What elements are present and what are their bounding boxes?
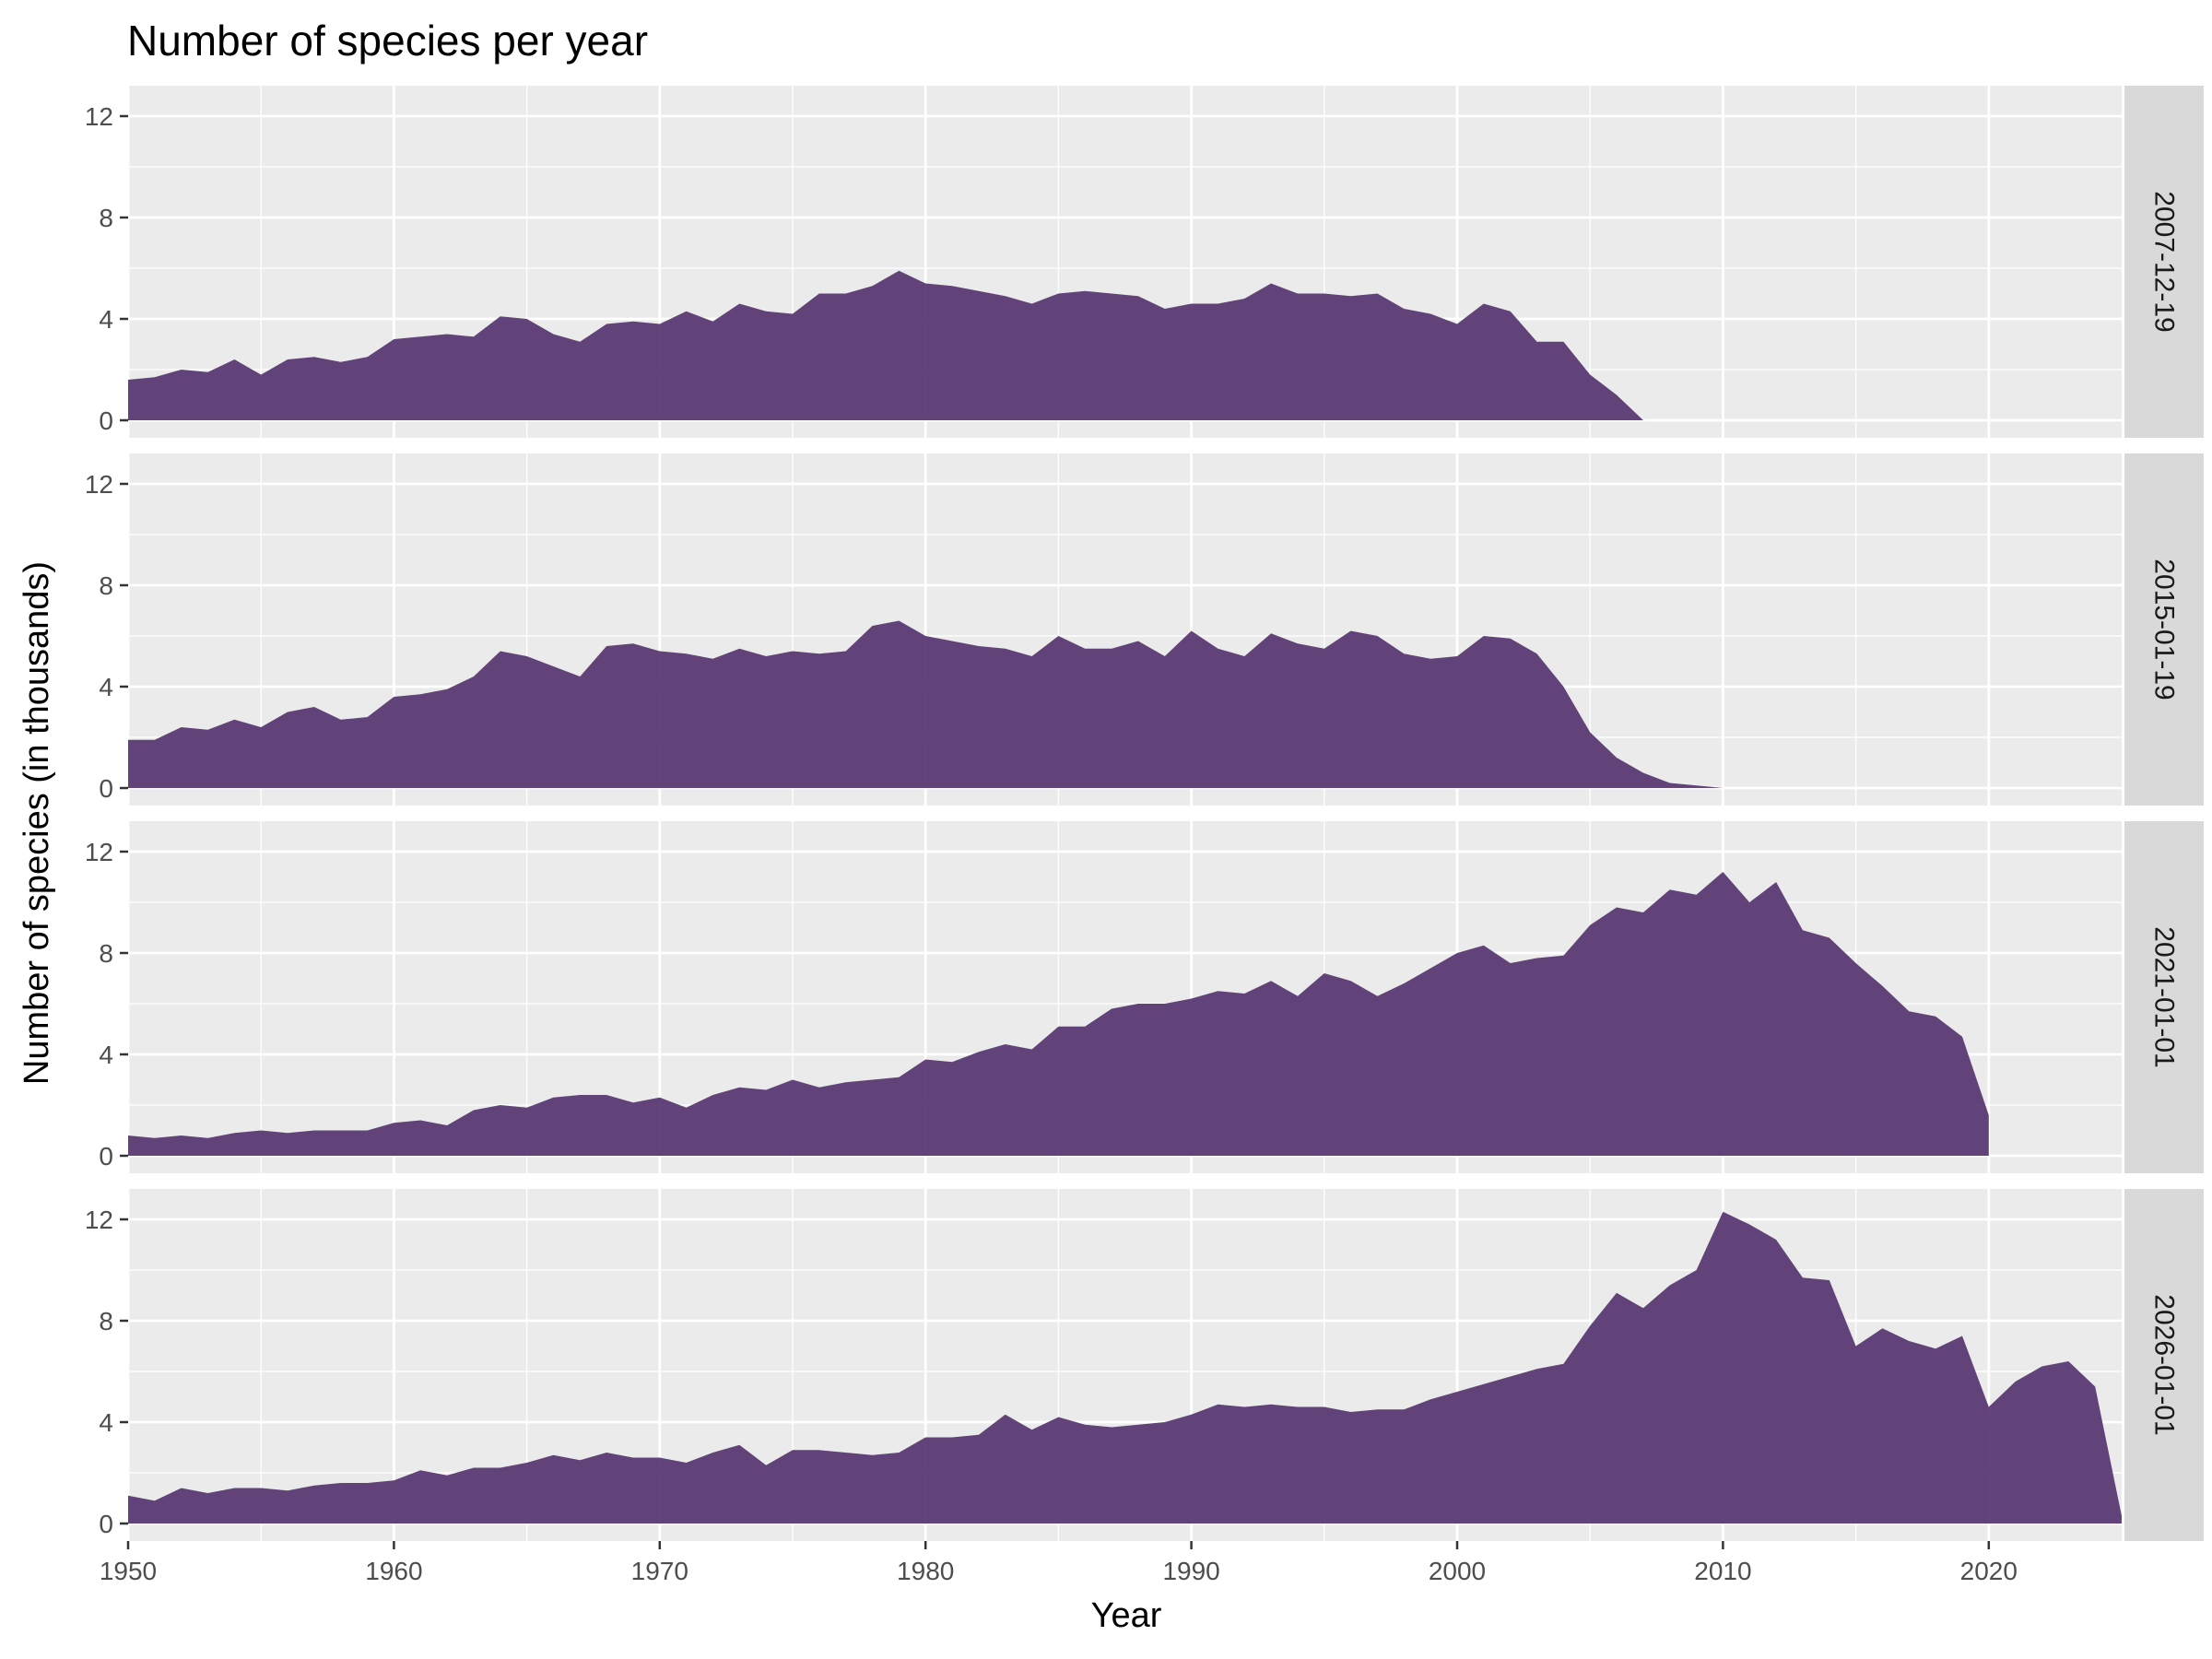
x-tick-label: 1950 bbox=[100, 1557, 157, 1585]
y-tick-label: 4 bbox=[99, 1041, 113, 1069]
area-series bbox=[128, 872, 1989, 1156]
y-tick-label: 4 bbox=[99, 305, 113, 334]
facet-panels: 0 4 8 12 2007-12-19 0 4 8 12 2015-01-19 0 4 8 12 2021-… bbox=[85, 86, 2204, 1541]
facet-panel: 0 4 8 12 2007-12-19 bbox=[85, 86, 2204, 438]
y-tick-label: 12 bbox=[85, 470, 113, 499]
y-axis-title: Number of species (in thousands) bbox=[18, 561, 56, 1085]
facet-strip bbox=[2124, 821, 2204, 1173]
facet-strip-label: 2021-01-01 bbox=[2149, 926, 2180, 1067]
area-series bbox=[128, 620, 1724, 788]
x-tick-label: 2010 bbox=[1694, 1557, 1751, 1585]
y-tick-label: 8 bbox=[99, 204, 113, 232]
y-tick-label: 8 bbox=[99, 1307, 113, 1335]
x-tick-label: 1980 bbox=[897, 1557, 954, 1585]
facet-panel: 0 4 8 12 2026-01-01 bbox=[85, 1189, 2204, 1541]
y-tick-label: 0 bbox=[99, 1142, 113, 1171]
chart-title: Number of species per year bbox=[127, 17, 648, 65]
facet-strip bbox=[2124, 453, 2204, 806]
facet-strip-label: 2015-01-19 bbox=[2149, 559, 2180, 700]
y-tick-label: 0 bbox=[99, 774, 113, 803]
area-series bbox=[128, 270, 1643, 420]
x-tick-label: 1960 bbox=[365, 1557, 422, 1585]
y-tick-label: 12 bbox=[85, 102, 113, 131]
facet-panel: 0 4 8 12 2021-01-01 bbox=[85, 821, 2204, 1173]
x-tick-label: 2000 bbox=[1429, 1557, 1486, 1585]
facet-strip-label: 2007-12-19 bbox=[2149, 191, 2180, 332]
x-axis-title: Year bbox=[1091, 1596, 1162, 1635]
area-series bbox=[128, 1211, 2122, 1524]
facet-panel: 0 4 8 12 2015-01-19 bbox=[85, 453, 2204, 806]
y-tick-label: 12 bbox=[85, 838, 113, 866]
y-tick-label: 12 bbox=[85, 1206, 113, 1234]
x-tick-label: 1970 bbox=[631, 1557, 688, 1585]
x-tick-label: 1990 bbox=[1162, 1557, 1219, 1585]
y-tick-label: 8 bbox=[99, 571, 113, 600]
y-tick-label: 0 bbox=[99, 406, 113, 435]
y-tick-label: 0 bbox=[99, 1510, 113, 1538]
facet-strip bbox=[2124, 1189, 2204, 1541]
y-tick-label: 4 bbox=[99, 1408, 113, 1437]
y-tick-label: 8 bbox=[99, 939, 113, 968]
facet-strip-label: 2026-01-01 bbox=[2149, 1294, 2180, 1435]
facet-strip bbox=[2124, 86, 2204, 438]
y-tick-label: 4 bbox=[99, 673, 113, 701]
x-tick-label: 2020 bbox=[1960, 1557, 2018, 1585]
x-axis: 1950 1960 1970 1980 1990 2000 2010 2020 bbox=[100, 1541, 2018, 1585]
